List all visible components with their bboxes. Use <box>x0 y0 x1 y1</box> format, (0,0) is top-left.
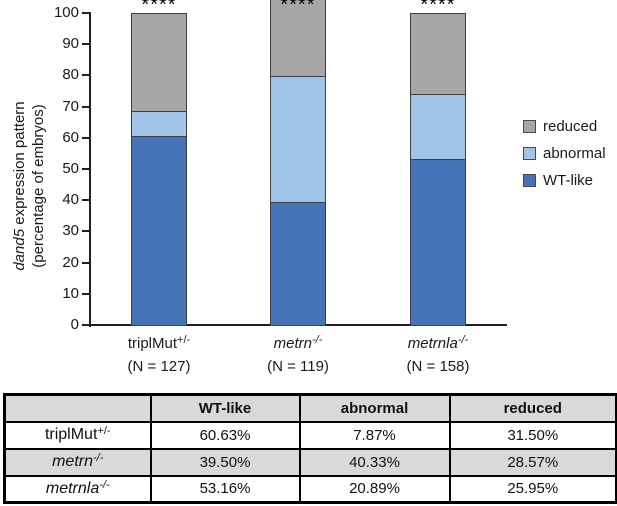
bar-segment-abnormal <box>131 111 187 137</box>
genotype-label: metrn-/- <box>273 334 323 352</box>
y-tick-mark <box>82 292 89 295</box>
bar-segment-abnormal <box>270 75 326 203</box>
y-tick-mark <box>82 199 89 202</box>
table-value-cell: 7.87% <box>298 420 451 450</box>
y-tick-mark <box>82 261 89 264</box>
bar-segment-wt-like <box>410 159 466 326</box>
table-row: metrnla-/- 53.16% 20.89% 25.95% <box>3 474 617 504</box>
y-tick-label: 90 <box>62 35 79 53</box>
y-tick-mark <box>82 324 89 326</box>
significance-stars: **** <box>420 0 456 16</box>
bar-segment-reduced <box>410 13 466 95</box>
y-tick-label: 70 <box>62 97 79 115</box>
y-tick-mark <box>82 105 89 108</box>
y-tick-mark <box>82 168 89 170</box>
y-tick-label: 50 <box>62 160 79 177</box>
y-tick-mark <box>82 230 89 233</box>
sample-size-label: (N = 127) <box>127 358 191 375</box>
significance-stars: **** <box>141 0 177 16</box>
legend-swatch-icon <box>523 174 536 187</box>
y-tick-mark <box>82 12 89 14</box>
table-row: metrn-/- 39.50% 40.33% 28.57% <box>3 447 617 477</box>
y-axis-line <box>89 12 91 327</box>
legend-swatch-icon <box>523 120 536 133</box>
y-tick-label: 0 <box>70 316 79 333</box>
y-tick-label: 60 <box>62 128 79 146</box>
bar-segment-wt-like <box>131 135 187 326</box>
legend-item-wt-like: WT-like <box>523 172 606 189</box>
y-tick-label: 100 <box>53 4 79 21</box>
table-value-cell: 39.50% <box>149 447 301 477</box>
legend-label: reduced <box>543 118 598 135</box>
legend-swatch-icon <box>523 147 536 160</box>
table-header-cell <box>3 393 152 423</box>
legend-item-abnormal: abnormal <box>523 145 606 162</box>
table-row-label: triplMut+/- <box>3 420 152 450</box>
y-tick-mark <box>82 43 89 46</box>
percentage-table: WT-like abnormal reduced triplMut+/- 60.63%… <box>3 393 617 504</box>
bar-segment-reduced <box>270 0 326 77</box>
table-value-cell: 28.57% <box>448 447 617 477</box>
table-value-cell: 25.95% <box>448 474 617 504</box>
y-tick-label: 30 <box>62 222 79 240</box>
significance-stars: **** <box>280 0 316 16</box>
y-tick-mark <box>82 136 89 139</box>
table-value-cell: 60.63% <box>149 420 301 450</box>
chart-legend: reduced abnormal WT-like <box>523 118 606 200</box>
bar-segment-wt-like <box>270 201 326 326</box>
table-header-cell: abnormal <box>298 393 451 423</box>
x-category-label: triplMut+/- (N = 127) <box>84 333 234 378</box>
table-value-cell: 31.50% <box>448 420 617 450</box>
x-category-label: metrn-/- (N = 119) <box>223 333 373 378</box>
table-header: WT-like abnormal reduced <box>3 393 617 423</box>
bar-segment-reduced <box>131 13 187 113</box>
y-tick-mark <box>82 74 89 77</box>
table-row: triplMut+/- 60.63% 7.87% 31.50% <box>3 420 617 450</box>
table-value-cell: 40.33% <box>298 447 451 477</box>
legend-label: abnormal <box>543 145 606 162</box>
sample-size-label: (N = 119) <box>267 358 329 375</box>
y-tick-label: 80 <box>62 66 79 84</box>
y-tick-label: 40 <box>62 191 79 209</box>
y-tick-label: 20 <box>62 253 79 271</box>
table-value-cell: 53.16% <box>149 474 301 504</box>
genotype-label: metrnla-/- <box>407 334 469 352</box>
table-header-cell: reduced <box>448 393 617 423</box>
legend-item-reduced: reduced <box>523 118 606 135</box>
sample-size-label: (N = 158) <box>406 358 470 375</box>
bar-segment-abnormal <box>410 93 466 161</box>
table-header-cell: WT-like <box>149 393 301 423</box>
y-tick-label: 10 <box>62 284 79 302</box>
table-value-cell: 20.89% <box>298 474 451 504</box>
table-row-label: metrn-/- <box>3 447 152 477</box>
table-row-label: metrnla-/- <box>3 474 152 504</box>
x-category-label: metrnla-/- (N = 158) <box>363 333 513 378</box>
y-axis-title-line1: dand5 expression pattern <box>11 101 28 271</box>
legend-label: WT-like <box>543 172 593 189</box>
stacked-bar-chart: dand5 expression pattern (percentage of … <box>11 0 606 378</box>
genotype-label: triplMut+/- <box>127 334 191 352</box>
